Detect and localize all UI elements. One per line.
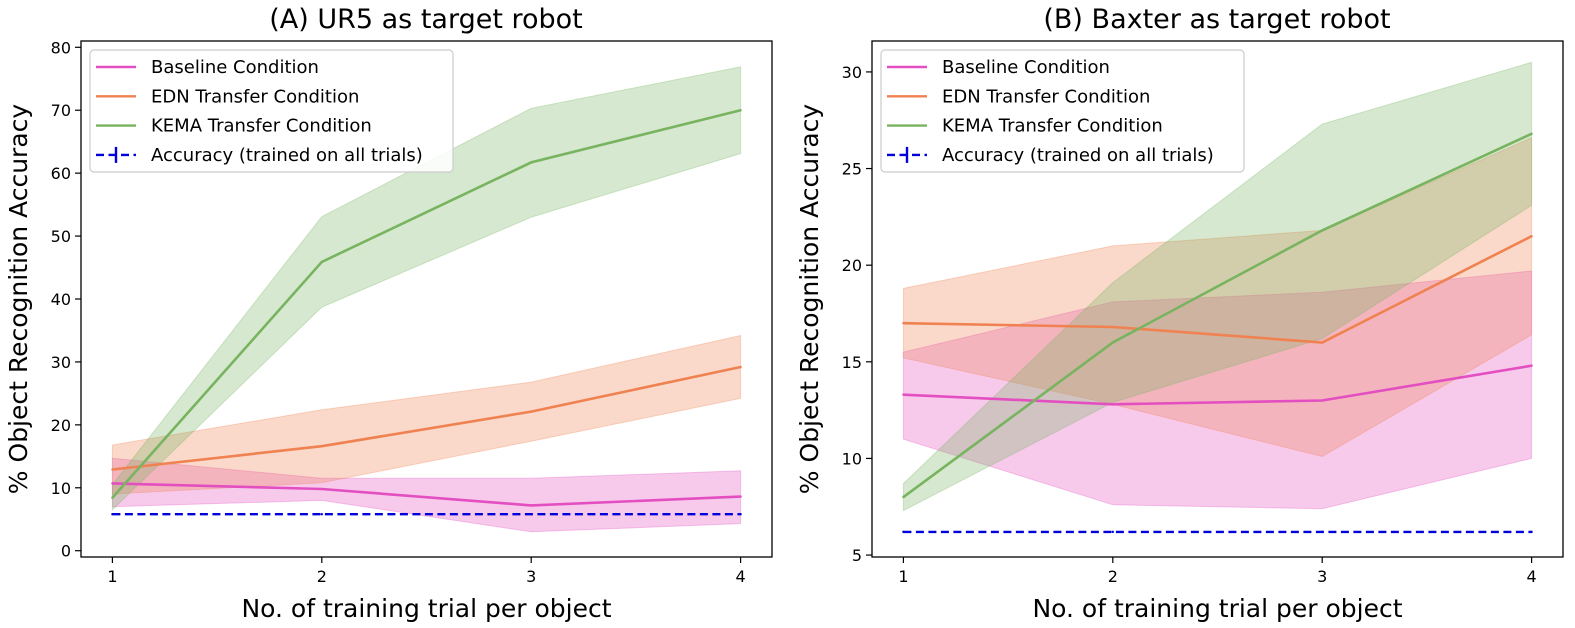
data-point-edn <box>1320 341 1324 344</box>
data-point-kema <box>529 161 533 164</box>
y-tick-label: 80 <box>51 38 71 57</box>
x-axis-label: No. of training trial per object <box>241 594 611 623</box>
legend-label: Accuracy (trained on all trials) <box>151 145 423 166</box>
data-point-edn <box>320 445 324 448</box>
series-line-edn <box>112 365 741 471</box>
y-tick-label: 10 <box>842 449 862 468</box>
chart-title: (A) UR5 as target robot <box>269 4 583 35</box>
y-axis-label: % Object Recognition Accuracy <box>795 104 824 495</box>
data-point-kema <box>111 496 114 500</box>
data-point-accuracy <box>739 513 742 516</box>
legend-label: Accuracy (trained on all trials) <box>942 145 1214 166</box>
legend-label: Baseline Condition <box>151 57 319 78</box>
data-point-accuracy <box>902 530 905 534</box>
data-point-accuracy <box>1111 530 1115 534</box>
legend: Baseline Condition EDN Transfer Condition… <box>880 49 1245 173</box>
legend-label: KEMA Transfer Condition <box>942 116 1163 137</box>
data-point-baseline <box>111 482 114 485</box>
plot-area <box>902 61 1533 534</box>
x-tick-label: 1 <box>898 567 908 586</box>
plot-area <box>111 66 742 533</box>
x-tick-label: 2 <box>317 567 327 586</box>
y-tick-label: 20 <box>842 256 862 275</box>
y-tick-label: 20 <box>51 416 71 435</box>
data-point-edn <box>1111 325 1115 329</box>
chart-title: (B) Baxter as target robot <box>1043 4 1390 35</box>
x-tick-label: 3 <box>526 567 536 586</box>
data-point-kema <box>739 109 742 112</box>
data-point-kema <box>320 260 324 264</box>
x-tick-label: 4 <box>1526 567 1536 586</box>
legend-label: EDN Transfer Condition <box>942 86 1150 107</box>
x-tick-label: 1 <box>107 567 117 586</box>
y-tick-label: 70 <box>51 101 71 120</box>
data-point-baseline <box>320 487 324 491</box>
legend: Baseline Condition EDN Transfer Condition… <box>89 49 454 173</box>
x-tick-label: 2 <box>1108 567 1118 586</box>
y-tick-label: 40 <box>51 290 71 309</box>
y-tick-label: 60 <box>51 164 71 183</box>
y-tick-label: 5 <box>852 546 862 565</box>
data-point-kema <box>1111 341 1115 344</box>
legend-box <box>880 49 1245 173</box>
series-line-kema <box>902 132 1533 499</box>
data-point-edn <box>902 321 905 325</box>
data-point-kema <box>902 495 905 499</box>
data-point-edn <box>1530 234 1533 238</box>
confidence-band-edn <box>111 334 742 495</box>
y-tick-label: 50 <box>51 227 71 246</box>
data-point-accuracy <box>529 513 533 516</box>
series-line-kema <box>111 108 741 499</box>
data-point-kema <box>1320 229 1324 232</box>
data-point-baseline <box>1111 403 1115 406</box>
data-point-baseline <box>1530 364 1533 367</box>
data-point-baseline <box>739 495 742 498</box>
data-point-edn <box>111 468 114 471</box>
series-line-edn <box>903 235 1533 344</box>
y-tick-label: 15 <box>842 353 862 372</box>
confidence-band-kema <box>111 66 742 511</box>
y-tick-label: 0 <box>61 542 71 561</box>
data-point-baseline <box>1320 399 1324 402</box>
data-point-edn <box>529 410 533 413</box>
data-point-baseline <box>529 504 533 507</box>
confidence-band-baseline <box>111 457 742 533</box>
data-point-accuracy <box>1320 530 1324 534</box>
y-tick-label: 25 <box>842 160 862 179</box>
y-tick-label: 30 <box>51 353 71 372</box>
plot-frame <box>871 40 1564 558</box>
series-line-baseline <box>112 482 741 507</box>
x-axis-label: No. of training trial per object <box>1032 594 1402 623</box>
confidence-band-baseline <box>902 270 1533 510</box>
legend-label: KEMA Transfer Condition <box>151 116 372 137</box>
data-point-edn <box>739 365 742 369</box>
legend-label: EDN Transfer Condition <box>151 86 359 107</box>
confidence-band-edn <box>902 136 1533 458</box>
legend-box <box>89 49 454 173</box>
y-tick-label: 30 <box>842 63 862 82</box>
legend-label: Baseline Condition <box>942 57 1110 78</box>
series-line-baseline <box>903 364 1532 406</box>
y-tick-label: 10 <box>51 479 71 498</box>
x-tick-label: 3 <box>1317 567 1327 586</box>
x-tick-label: 4 <box>735 567 745 586</box>
data-point-accuracy <box>1530 530 1533 534</box>
y-axis-label: % Object Recognition Accuracy <box>4 104 33 495</box>
chart-panel-baxter: (B) Baxter as target robot 1 2 3 4 5 10 15 20 25 3… <box>795 4 1564 623</box>
data-point-accuracy <box>111 513 114 516</box>
data-point-accuracy <box>320 513 324 516</box>
data-point-baseline <box>902 393 905 396</box>
data-point-kema <box>1530 132 1533 135</box>
